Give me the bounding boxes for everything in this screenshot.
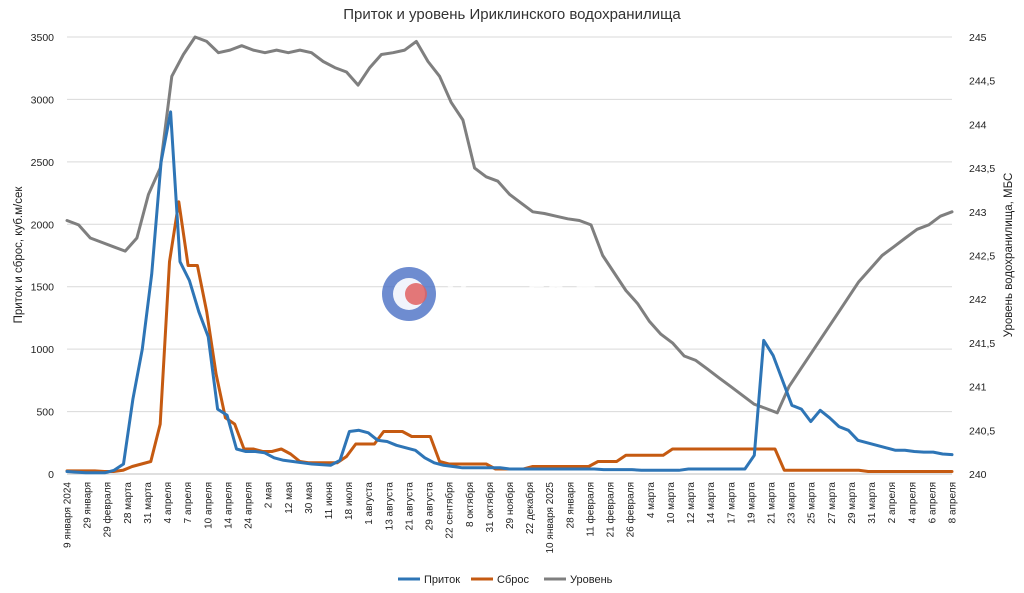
x-tick-label: 4 марта (646, 482, 657, 519)
series-lines (65, 35, 954, 475)
x-tick-label: 14 апреля (223, 482, 234, 529)
right-y-tick-label: 240,5 (969, 425, 995, 437)
series-line-3 (65, 35, 954, 415)
right-y-tick-label: 243 (969, 207, 987, 219)
x-tick-label: 6 апреля (927, 482, 938, 523)
left-y-tick-label: 2000 (31, 219, 55, 231)
watermark-text: Урал56.Ру (446, 277, 616, 315)
chart-title: Приток и уровень Ириклинского водохранил… (343, 6, 681, 23)
x-axis: 9 января 2024 29 января 29 февраля 28 марта… (63, 482, 959, 554)
right-y-axis-label: Уровень водохранилища, МБС (1003, 173, 1015, 338)
right-y-tick-label: 240 (969, 469, 987, 481)
x-tick-label: 9 января 2024 (63, 482, 74, 548)
x-tick-label: 29 ноября (504, 482, 516, 529)
x-tick-label: 31 октября (484, 482, 496, 533)
left-y-tick-label: 3000 (31, 94, 55, 106)
left-y-axis: 0 500 1000 1500 2000 2500 3000 3500 (31, 32, 55, 481)
x-tick-label: 11 февраля (584, 482, 596, 537)
x-tick-label: 1 августа (364, 482, 375, 525)
left-y-tick-label: 0 (48, 469, 54, 481)
x-tick-label: 25 марта (807, 482, 818, 524)
x-tick-label: 12 мая (284, 482, 295, 514)
x-tick-label: 31 марта (867, 482, 878, 524)
x-tick-label: 23 марта (787, 482, 798, 524)
right-y-tick-label: 244 (969, 119, 987, 131)
legend: Приток Сброс Уровень (398, 574, 613, 586)
x-tick-label: 2 апреля (887, 482, 898, 523)
watermark-logo-dot (405, 283, 427, 305)
right-y-tick-label: 244,5 (969, 76, 995, 88)
series-line-1 (65, 110, 954, 475)
left-y-tick-label: 1500 (31, 282, 55, 294)
x-tick-label: 18 июля (344, 482, 355, 520)
x-tick-label: 26 февраля (625, 482, 637, 537)
x-tick-label: 21 августа (404, 482, 415, 531)
x-tick-label: 30 мая (304, 482, 315, 514)
x-tick-label: 7 апреля (183, 482, 194, 523)
x-tick-label: 8 апреля (948, 482, 959, 523)
x-tick-label: 29 августа (425, 482, 436, 531)
x-tick-label: 4 апреля (163, 482, 174, 523)
x-tick-label: 21 февраля (605, 482, 617, 537)
x-tick-label: 29 января (83, 482, 94, 528)
x-tick-label: 19 марта (746, 482, 757, 524)
legend-label: Приток (424, 574, 460, 586)
x-tick-label: 11 июня (324, 482, 335, 519)
right-y-axis: 240 240,5 241 241,5 242 242,5 243 243,5 244 244,5… (969, 32, 995, 481)
watermark: Урал56.Ру (382, 267, 616, 321)
left-y-tick-label: 1000 (31, 344, 55, 356)
x-tick-label: 31 марта (143, 482, 154, 524)
left-y-axis-label: Приток и сброс, куб.м/сек (13, 186, 25, 324)
x-tick-label: 10 апреля (203, 482, 214, 529)
gridlines (67, 36, 952, 475)
left-y-tick-label: 500 (36, 407, 54, 419)
series-line-2 (65, 200, 954, 473)
left-y-tick-label: 3500 (31, 32, 55, 44)
right-y-tick-label: 245 (969, 32, 987, 44)
x-tick-label: 8 октября (464, 482, 476, 527)
x-tick-label: 21 марта (766, 482, 777, 524)
x-tick-label: 12 марта (686, 482, 697, 524)
right-y-tick-label: 243,5 (969, 163, 995, 175)
x-tick-label: 17 марта (726, 482, 737, 524)
x-tick-label: 29 марта (847, 482, 858, 524)
x-tick-label: 10 марта (666, 482, 677, 524)
x-tick-label: 22 сентября (444, 482, 456, 539)
x-tick-label: 2 мая (264, 482, 275, 508)
right-y-tick-label: 241,5 (969, 338, 995, 350)
x-tick-label: 4 апреля (907, 482, 918, 523)
x-tick-label: 22 декабря (524, 482, 536, 534)
right-y-tick-label: 242 (969, 294, 987, 306)
x-tick-label: 28 января (565, 482, 576, 528)
legend-label: Сброс (497, 574, 529, 586)
x-tick-label: 24 апреля (244, 482, 255, 529)
x-tick-label: 14 марта (706, 482, 717, 524)
x-tick-label: 28 марта (123, 482, 134, 524)
legend-label: Уровень (570, 574, 613, 586)
left-y-tick-label: 2500 (31, 157, 55, 169)
x-tick-label: 13 августа (384, 482, 395, 531)
x-tick-label: 29 февраля (102, 482, 114, 537)
x-tick-label: 10 января 2025 (545, 482, 556, 554)
right-y-tick-label: 241 (969, 382, 987, 394)
right-y-tick-label: 242,5 (969, 251, 995, 263)
x-tick-label: 27 марта (827, 482, 838, 524)
